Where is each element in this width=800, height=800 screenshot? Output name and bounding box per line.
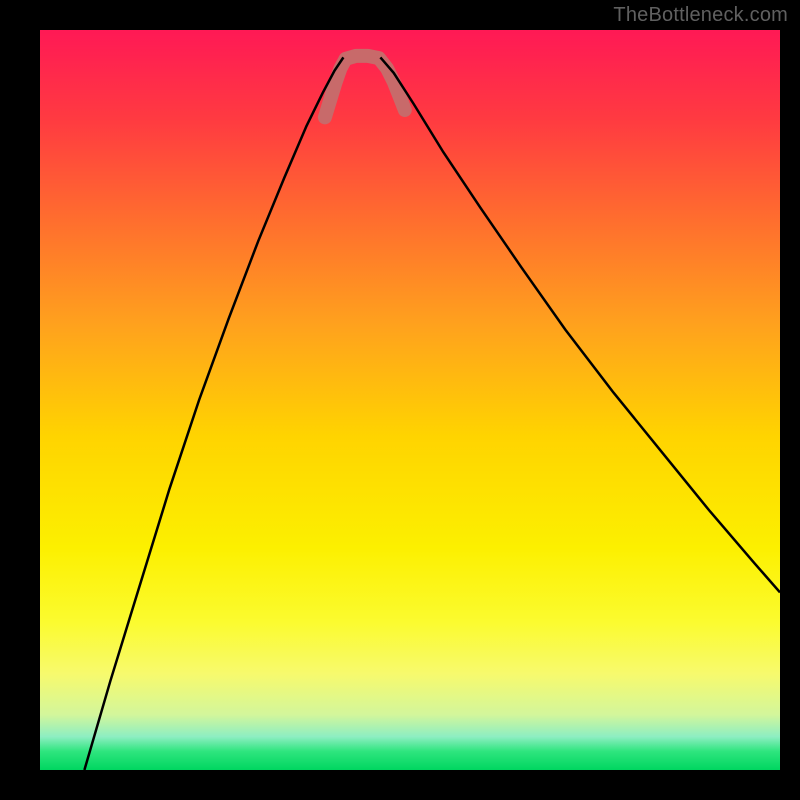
chart-curve-layer [40, 30, 780, 770]
chart-plot-area [40, 30, 780, 770]
curve-left-branch [84, 57, 343, 770]
watermark-text: TheBottleneck.com [613, 4, 788, 27]
curve-right-branch [380, 57, 780, 592]
